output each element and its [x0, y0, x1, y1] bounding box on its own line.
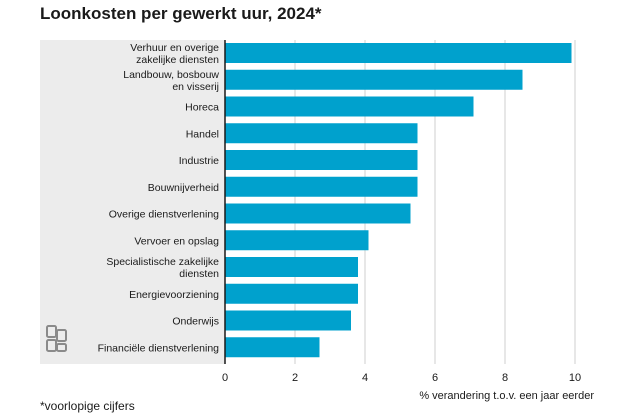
category-label: Bouwnijverheid — [148, 182, 219, 194]
category-label: Vervoer en opslag — [134, 235, 219, 247]
bar — [225, 150, 418, 170]
bar — [225, 203, 411, 224]
category-label: Verhuur en overige zakelijke diensten — [130, 42, 219, 66]
bar — [225, 283, 358, 304]
x-tick-label: 8 — [502, 372, 508, 384]
category-label: Handel — [186, 128, 219, 140]
category-label: Energievoorziening — [129, 289, 219, 301]
category-label: Onderwijs — [172, 316, 219, 328]
bar — [225, 176, 418, 197]
category-label: Landbouw, bosbouw en visserij — [123, 69, 219, 93]
category-label: Overige dienstverlening — [109, 209, 219, 221]
category-label-panel — [40, 40, 225, 364]
category-label: Financiële dienstverlening — [98, 342, 220, 354]
footnote: *voorlopige cijfers — [40, 399, 135, 413]
bar — [225, 230, 369, 251]
bar — [225, 310, 351, 331]
bar — [225, 96, 474, 117]
x-axis-label: % verandering t.o.v. een jaar eerder — [419, 390, 594, 402]
category-label: Specialistische zakelijke diensten — [106, 256, 219, 280]
chart-title: Loonkosten per gewerkt uur, 2024* — [40, 4, 322, 23]
bar — [225, 337, 320, 358]
category-label: Industrie — [179, 155, 219, 167]
bar — [225, 69, 523, 90]
x-tick-label: 2 — [292, 372, 298, 384]
bar — [225, 123, 418, 144]
bar — [225, 43, 572, 63]
x-tick-label: 0 — [222, 372, 228, 384]
x-tick-label: 10 — [569, 372, 581, 384]
category-label: Horeca — [185, 102, 219, 114]
cbs-logo-icon — [46, 325, 67, 352]
bar — [225, 257, 358, 277]
x-tick-label: 6 — [432, 372, 438, 384]
x-tick-label: 4 — [362, 372, 368, 384]
